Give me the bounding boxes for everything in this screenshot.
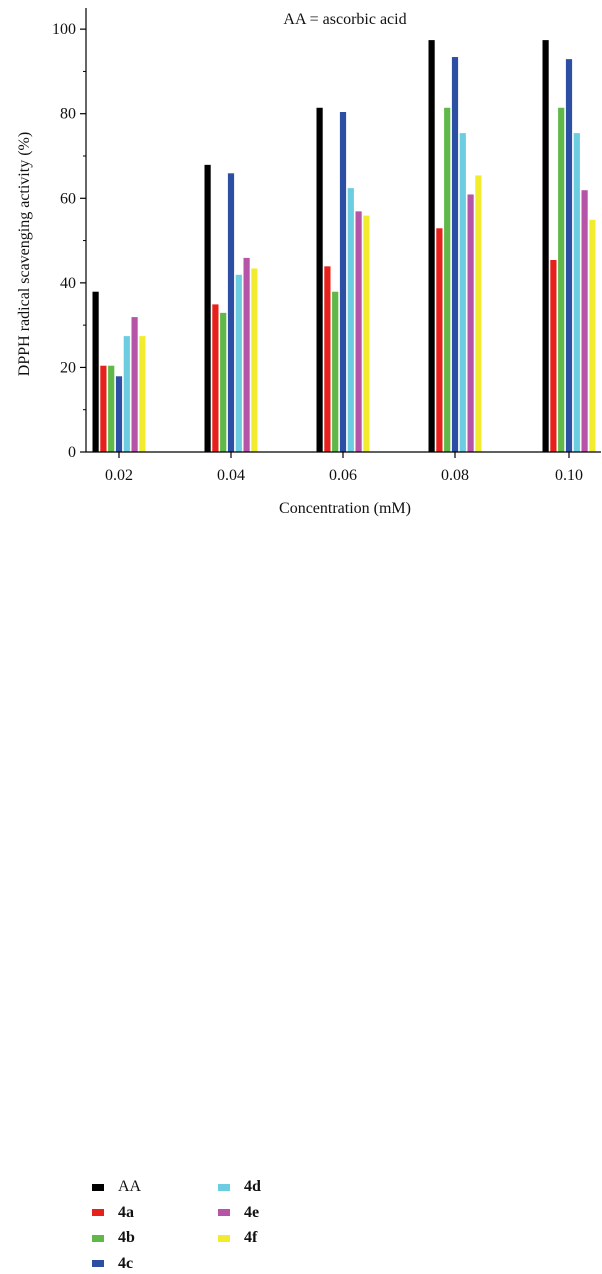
legend-label: 4a	[118, 1203, 134, 1221]
bar-4e-0.06	[354, 210, 363, 453]
bar-4c-0.08	[451, 56, 459, 453]
bar-4c-0.04	[227, 172, 235, 453]
bar-4a-0.04	[211, 303, 220, 453]
legend-swatch	[92, 1234, 104, 1242]
bar-4a-0.02	[99, 364, 108, 453]
x-tick-label: 0.10	[555, 467, 583, 484]
bar-4f-0.10	[588, 219, 597, 453]
bar-AA-0.02	[91, 290, 100, 453]
legend-swatch	[92, 1260, 104, 1267]
legend-item-4c: 4c	[92, 1254, 133, 1274]
x-tick-label: 0.06	[329, 467, 357, 484]
legend-item-4e: 4e	[218, 1203, 259, 1223]
bar-4d-0.04	[234, 273, 243, 453]
bar-4f-0.08	[474, 174, 483, 453]
bar-4a-0.06	[323, 265, 332, 453]
y-axis-label: DPPH radical scavenging activity (%)	[16, 132, 33, 376]
legend-item-4a: 4a	[92, 1203, 134, 1223]
y-tick-label: 80	[60, 106, 76, 123]
y-tick-label: 40	[60, 275, 76, 292]
chart-svg: 0 20 40 60 80 100 0.02 0.04 0.06 0.08 0.10 AA = as…	[16, 8, 601, 517]
legend-item-4d: 4d	[218, 1177, 261, 1197]
legend-item-4f: 4f	[218, 1228, 257, 1248]
legend-item-4b: 4b	[92, 1228, 135, 1248]
chart-annotation: AA = ascorbic acid	[283, 11, 406, 28]
bar-4f-0.02	[138, 335, 147, 453]
legend-label: AA	[118, 1178, 142, 1195]
bar-4b-0.06	[331, 290, 340, 453]
y-tick-label: 0	[68, 444, 76, 461]
legend-swatch	[218, 1183, 230, 1191]
bar-4f-0.06	[362, 214, 371, 453]
bar-4d-0.10	[572, 132, 581, 453]
y-tick-label: 100	[52, 21, 76, 38]
x-axis-label: Concentration (mM)	[279, 500, 411, 517]
legend-label: 4e	[244, 1203, 260, 1221]
axes-group: 0 20 40 60 80 100 0.02 0.04 0.06 0.08 0.10	[52, 8, 601, 484]
legend-swatch	[92, 1209, 104, 1216]
x-tick-label: 0.04	[217, 467, 245, 484]
bar-4e-0.02	[130, 316, 139, 453]
bar-AA-0.10	[541, 39, 550, 453]
bar-4c-0.02	[115, 375, 123, 453]
legend-label: 4d	[244, 1178, 261, 1195]
chart: 0 20 40 60 80 100 0.02 0.04 0.06 0.08 0.10 AA = as…	[16, 8, 601, 1272]
bar-AA-0.04	[203, 164, 212, 453]
legend-label: 4b	[118, 1229, 135, 1246]
legend-label: 4f	[244, 1229, 258, 1246]
bar-4d-0.02	[122, 335, 131, 453]
legend-swatch	[218, 1234, 230, 1242]
legend-swatch	[218, 1209, 230, 1216]
bar-4d-0.06	[346, 187, 355, 453]
y-tick-label: 60	[60, 190, 76, 207]
bar-4b-0.02	[107, 364, 116, 453]
bar-4e-0.10	[580, 189, 589, 453]
bar-4f-0.04	[250, 267, 259, 453]
bar-AA-0.08	[427, 39, 436, 453]
bar-4b-0.10	[557, 106, 566, 453]
bar-4c-0.10	[565, 58, 573, 453]
bars-group	[91, 39, 597, 453]
bar-4b-0.08	[443, 106, 452, 453]
bar-4c-0.06	[339, 111, 347, 453]
bar-4d-0.08	[458, 132, 467, 453]
legend-swatch	[92, 1183, 104, 1191]
legend-label: 4c	[118, 1254, 134, 1272]
x-tick-label: 0.02	[105, 467, 133, 484]
bar-4a-0.08	[435, 227, 444, 453]
legend-item-AA: AA	[92, 1177, 141, 1197]
x-tick-label: 0.08	[441, 467, 469, 484]
bar-4e-0.08	[466, 193, 475, 453]
bar-4b-0.04	[219, 312, 228, 453]
bar-AA-0.06	[315, 106, 324, 453]
y-tick-label: 20	[60, 359, 76, 376]
bar-4e-0.04	[242, 257, 251, 453]
bar-4a-0.10	[549, 259, 558, 453]
